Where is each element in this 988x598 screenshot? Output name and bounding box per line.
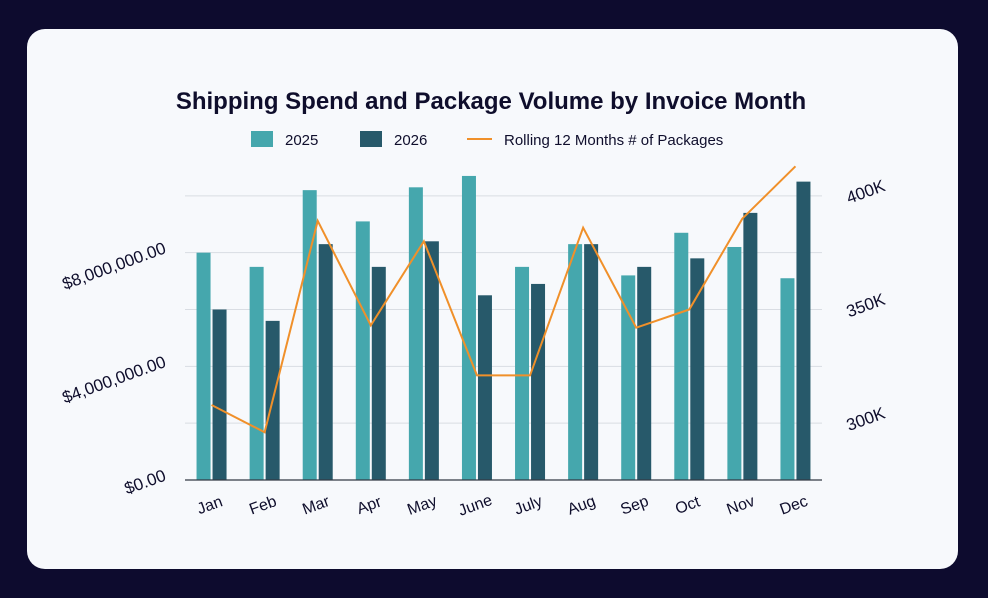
- bar-2026-mar: [318, 244, 333, 480]
- bar-2025-feb: [249, 266, 264, 480]
- bar-2026-july: [531, 283, 546, 480]
- x-axis: Jan Feb Mar Apr May June July Aug Sep Oct Nov Dec: [185, 479, 822, 520]
- bar-2025-jan: [196, 252, 211, 480]
- bar-2025-may: [408, 187, 423, 480]
- bar-2026-apr: [371, 266, 386, 480]
- bar-2025-oct: [674, 232, 689, 480]
- bar-2026-sep: [637, 266, 652, 480]
- rolling-line: [211, 165, 797, 434]
- x-tick-label: Dec: [778, 493, 811, 519]
- bar-2026-jan: [212, 309, 227, 480]
- chart-title: Shipping Spend and Package Volume by Inv…: [176, 88, 806, 115]
- x-tick-label: Oct: [673, 493, 703, 518]
- y-right-tick-label: 350K: [844, 290, 888, 322]
- x-tick-label: Sep: [618, 493, 651, 519]
- x-tick-label: Aug: [565, 493, 598, 519]
- combo-chart: Shipping Spend and Package Volume by Inv…: [60, 88, 889, 520]
- bar-2025-aug: [568, 244, 583, 480]
- bar-2026-dec: [796, 181, 811, 480]
- bar-2025-apr: [355, 221, 370, 481]
- bar-2025-june: [461, 175, 476, 481]
- legend-swatch-2025: [251, 131, 273, 147]
- bar-2026-nov: [743, 212, 758, 480]
- legend-label-rolling: Rolling 12 Months # of Packages: [504, 132, 723, 149]
- y-right-tick-label: 400K: [844, 176, 888, 208]
- legend: 2025 2026 Rolling 12 Months # of Package…: [251, 131, 723, 149]
- bar-2025-july: [515, 266, 530, 480]
- y-left-tick-label: $4,000,000.00: [60, 352, 169, 407]
- y-right-tick-label: 300K: [844, 403, 888, 435]
- bar-2026-oct: [690, 258, 705, 480]
- x-tick-label: Jan: [195, 493, 225, 518]
- y-left-tick-label: $8,000,000.00: [60, 239, 169, 294]
- legend-label-2026: 2026: [394, 132, 427, 149]
- bar-2025-sep: [621, 275, 636, 480]
- bar-2026-june: [477, 295, 492, 480]
- x-tick-label: June: [456, 492, 495, 520]
- x-tick-label: Feb: [247, 493, 279, 518]
- x-tick-label: Apr: [355, 493, 385, 518]
- rolling-line-layer: [211, 165, 797, 434]
- y-axis-left: $0.00 $4,000,000.00 $8,000,000.00: [60, 239, 169, 499]
- legend-swatch-2026: [360, 131, 382, 147]
- bar-2025-nov: [727, 246, 742, 480]
- x-tick-label: Mar: [300, 493, 332, 519]
- legend-label-2025: 2025: [285, 132, 318, 149]
- x-tick-label: Nov: [725, 493, 758, 519]
- chart-card: Shipping Spend and Package Volume by Inv…: [27, 29, 958, 569]
- bar-2026-aug: [584, 244, 599, 480]
- bar-2025-dec: [780, 278, 795, 480]
- x-tick-label: May: [405, 493, 439, 519]
- bar-2026-may: [424, 241, 439, 480]
- y-left-tick-label: $0.00: [122, 466, 168, 498]
- gridlines: [185, 195, 822, 424]
- bars: [196, 175, 811, 481]
- x-tick-label: July: [512, 493, 545, 519]
- y-axis-right: 300K 350K 400K: [844, 176, 888, 435]
